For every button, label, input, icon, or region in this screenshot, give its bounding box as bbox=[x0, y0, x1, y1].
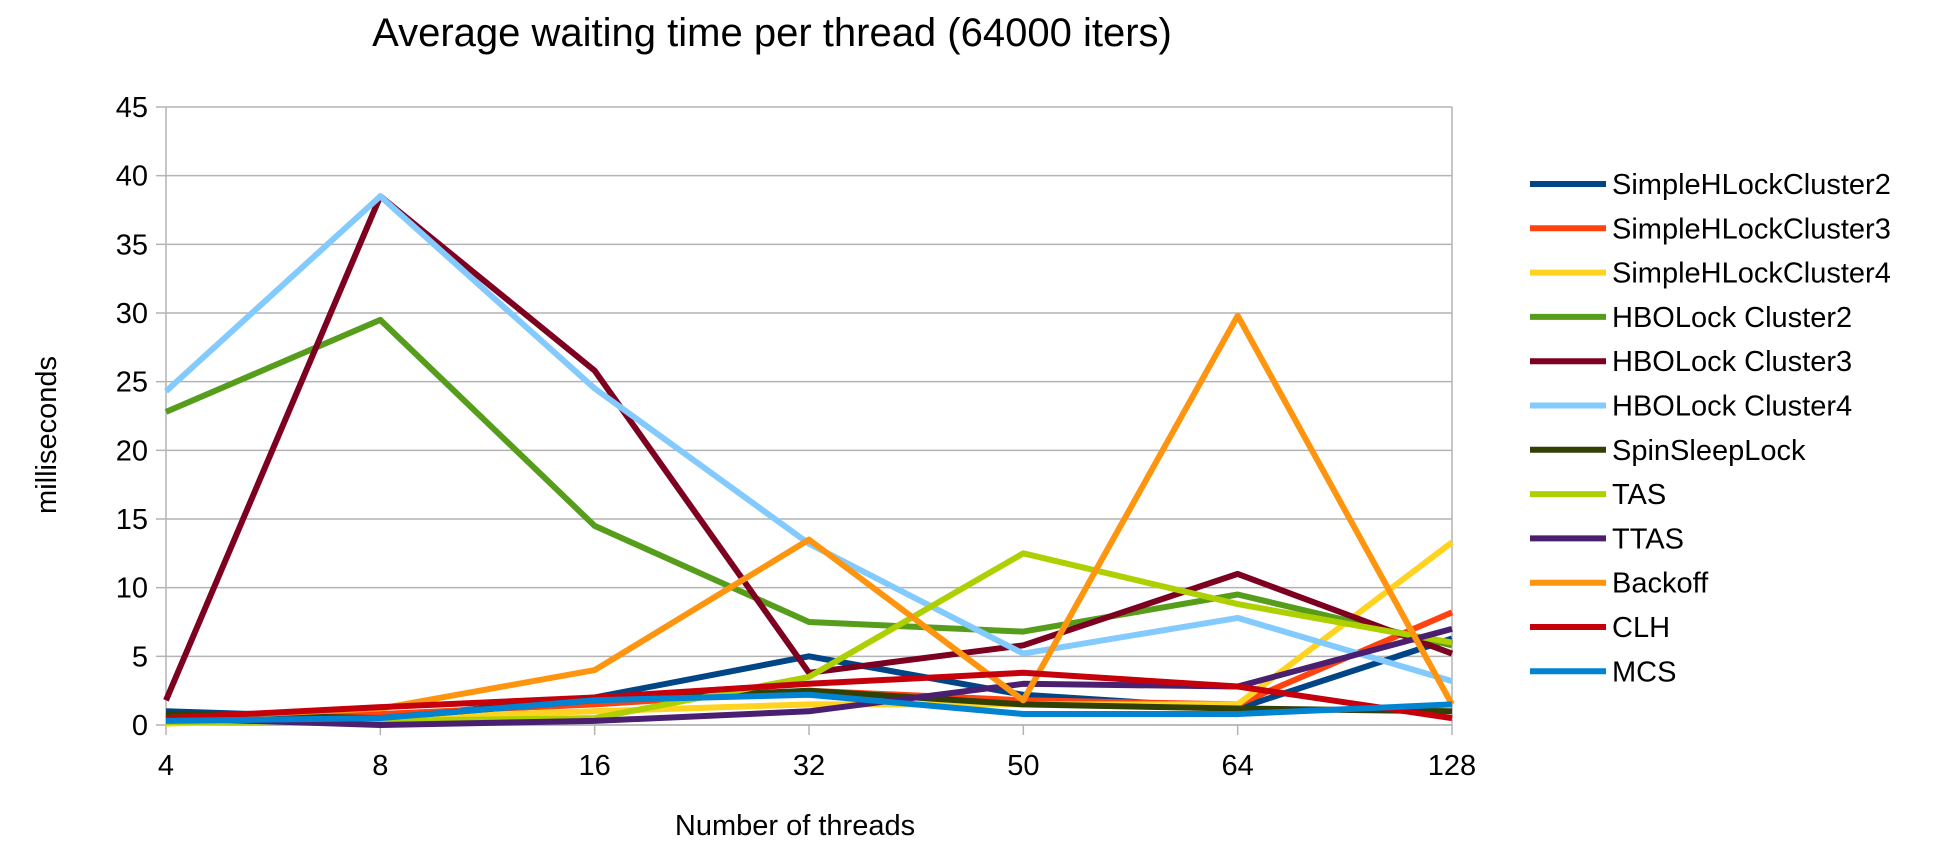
legend-label: HBOLock Cluster4 bbox=[1612, 391, 1852, 423]
axes bbox=[156, 106, 1453, 735]
legend-label: SimpleHLockCluster3 bbox=[1612, 213, 1891, 245]
y-tick-label: 25 bbox=[116, 367, 148, 399]
chart-title: Average waiting time per thread (64000 i… bbox=[372, 11, 1172, 55]
x-tick-label: 8 bbox=[372, 750, 388, 782]
legend-label: Backoff bbox=[1612, 568, 1709, 600]
x-tick-label: 32 bbox=[793, 750, 825, 782]
y-tick-label: 10 bbox=[116, 573, 148, 605]
x-tick-label: 16 bbox=[579, 750, 611, 782]
y-tick-label: 45 bbox=[116, 92, 148, 124]
y-axis-title: milliseconds bbox=[31, 356, 63, 514]
y-tick-label: 40 bbox=[116, 161, 148, 193]
series-line-hbolock-cluster4 bbox=[163, 193, 1453, 684]
gridlines bbox=[166, 106, 1452, 726]
legend-label: SpinSleepLock bbox=[1612, 435, 1806, 467]
legend-item: HBOLock Cluster4 bbox=[1530, 391, 1852, 423]
y-tick-label: 35 bbox=[116, 229, 148, 261]
x-tick-label: 128 bbox=[1428, 750, 1476, 782]
legend-label: SimpleHLockCluster4 bbox=[1612, 258, 1891, 290]
legend: SimpleHLockCluster2 SimpleHLockCluster3 Si… bbox=[1530, 169, 1891, 688]
legend-label: HBOLock Cluster3 bbox=[1612, 346, 1852, 378]
y-tick-label: 5 bbox=[132, 641, 148, 673]
y-tick-label: 20 bbox=[116, 435, 148, 467]
series-line-hbolock-cluster2 bbox=[164, 316, 1453, 649]
x-axis-title: Number of threads bbox=[675, 810, 915, 842]
legend-label: CLH bbox=[1612, 612, 1670, 644]
plot-series bbox=[163, 193, 1455, 728]
legend-label: MCS bbox=[1612, 656, 1676, 688]
legend-item: SimpleHLockCluster4 bbox=[1530, 258, 1891, 290]
x-tick-label: 64 bbox=[1222, 750, 1254, 782]
legend-label: TTAS bbox=[1612, 523, 1684, 555]
series-line-mcs bbox=[165, 691, 1453, 724]
legend-item: CLH bbox=[1530, 612, 1670, 644]
legend-label: HBOLock Cluster2 bbox=[1612, 302, 1852, 334]
y-tick-label: 15 bbox=[116, 504, 148, 536]
tick-labels: 0 5 10 15 20 25 30 35 40 45 4 8 16 32 50 64 128 bbox=[116, 92, 1476, 782]
series-line-clh bbox=[165, 669, 1453, 722]
y-tick-label: 0 bbox=[132, 710, 148, 742]
legend-label: TAS bbox=[1612, 479, 1666, 511]
legend-item: SimpleHLockCluster2 bbox=[1530, 169, 1891, 201]
legend-item: Backoff bbox=[1530, 568, 1709, 600]
y-tick-label: 30 bbox=[116, 298, 148, 330]
legend-item: TTAS bbox=[1530, 523, 1684, 555]
legend-item: SpinSleepLock bbox=[1530, 435, 1806, 467]
legend-label: SimpleHLockCluster2 bbox=[1612, 169, 1891, 201]
legend-item: HBOLock Cluster3 bbox=[1530, 346, 1852, 378]
x-tick-label: 4 bbox=[158, 750, 174, 782]
legend-item: TAS bbox=[1530, 479, 1666, 511]
legend-item: HBOLock Cluster2 bbox=[1530, 302, 1852, 334]
legend-item: MCS bbox=[1530, 656, 1676, 688]
legend-item: SimpleHLockCluster3 bbox=[1530, 213, 1891, 245]
x-tick-label: 50 bbox=[1007, 750, 1039, 782]
